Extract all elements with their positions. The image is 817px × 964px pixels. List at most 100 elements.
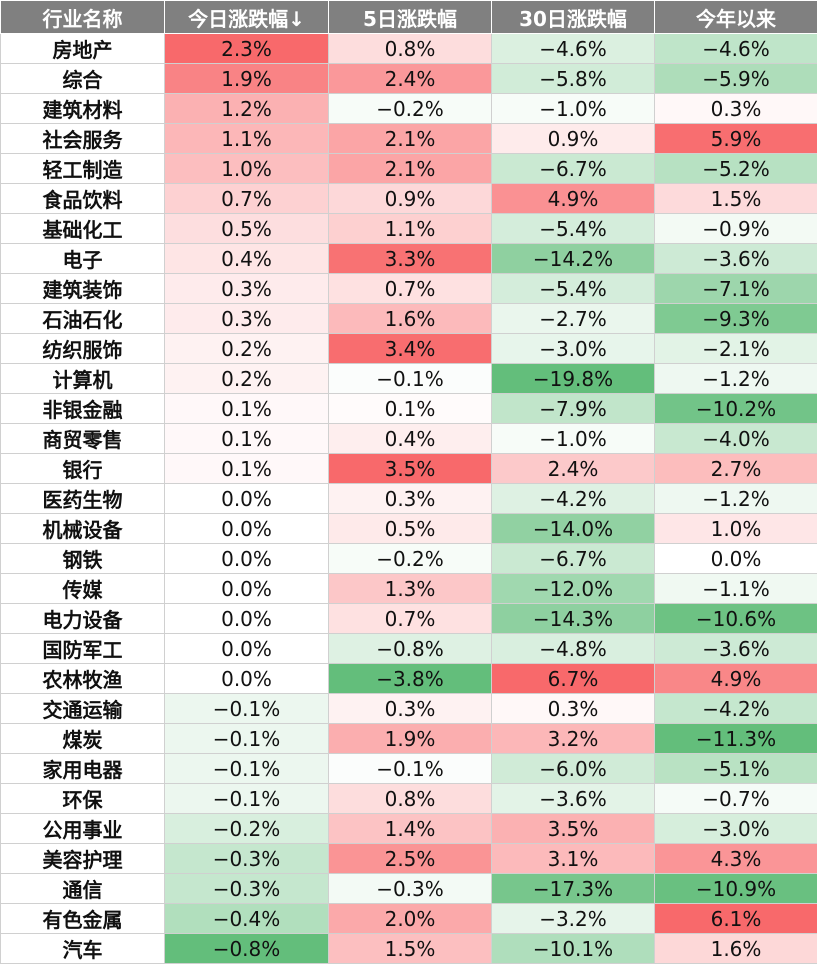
industry-name-cell: 社会服务 bbox=[1, 124, 165, 154]
ytd-change-cell: −7.1% bbox=[655, 274, 817, 304]
30day-change-cell: −3.2% bbox=[492, 904, 655, 934]
industry-name-cell: 非银金融 bbox=[1, 394, 165, 424]
daily-change-cell: −0.1% bbox=[165, 784, 329, 814]
5day-change-cell: −0.3% bbox=[329, 874, 492, 904]
daily-change-cell: 2.3% bbox=[165, 34, 329, 64]
header-5day-change[interactable]: 5日涨跌幅 bbox=[329, 1, 492, 34]
industry-name-cell: 煤炭 bbox=[1, 724, 165, 754]
ytd-change-cell: −4.6% bbox=[655, 34, 817, 64]
daily-change-cell: 0.1% bbox=[165, 454, 329, 484]
industry-name-cell: 机械设备 bbox=[1, 514, 165, 544]
5day-change-cell: 1.4% bbox=[329, 814, 492, 844]
5day-change-cell: −0.8% bbox=[329, 634, 492, 664]
daily-change-cell: 1.2% bbox=[165, 94, 329, 124]
daily-change-cell: 1.1% bbox=[165, 124, 329, 154]
industry-name-cell: 国防军工 bbox=[1, 634, 165, 664]
30day-change-cell: −14.3% bbox=[492, 604, 655, 634]
30day-change-cell: −5.4% bbox=[492, 214, 655, 244]
daily-change-cell: 0.5% bbox=[165, 214, 329, 244]
5day-change-cell: −0.1% bbox=[329, 364, 492, 394]
daily-change-cell: 0.3% bbox=[165, 304, 329, 334]
30day-change-cell: −7.9% bbox=[492, 394, 655, 424]
ytd-change-cell: −3.6% bbox=[655, 244, 817, 274]
ytd-change-cell: 2.7% bbox=[655, 454, 817, 484]
industry-name-cell: 计算机 bbox=[1, 364, 165, 394]
table-row: 通信−0.3%−0.3%−17.3%−10.9% bbox=[1, 874, 817, 904]
30day-change-cell: 3.2% bbox=[492, 724, 655, 754]
30day-change-cell: −4.6% bbox=[492, 34, 655, 64]
ytd-change-cell: −1.2% bbox=[655, 364, 817, 394]
industry-name-cell: 食品饮料 bbox=[1, 184, 165, 214]
table-row: 家用电器−0.1%−0.1%−6.0%−5.1% bbox=[1, 754, 817, 784]
5day-change-cell: 3.5% bbox=[329, 454, 492, 484]
30day-change-cell: −3.6% bbox=[492, 784, 655, 814]
ytd-change-cell: −1.2% bbox=[655, 484, 817, 514]
industry-name-cell: 轻工制造 bbox=[1, 154, 165, 184]
industry-name-cell: 石油石化 bbox=[1, 304, 165, 334]
header-ytd-change[interactable]: 今年以来 bbox=[655, 1, 817, 34]
industry-name-cell: 医药生物 bbox=[1, 484, 165, 514]
daily-change-cell: −0.8% bbox=[165, 934, 329, 964]
ytd-change-cell: 1.0% bbox=[655, 514, 817, 544]
ytd-change-cell: −11.3% bbox=[655, 724, 817, 754]
ytd-change-cell: −1.1% bbox=[655, 574, 817, 604]
30day-change-cell: −6.0% bbox=[492, 754, 655, 784]
table-row: 煤炭−0.1%1.9%3.2%−11.3% bbox=[1, 724, 817, 754]
30day-change-cell: −17.3% bbox=[492, 874, 655, 904]
5day-change-cell: 1.5% bbox=[329, 934, 492, 964]
5day-change-cell: 2.0% bbox=[329, 904, 492, 934]
ytd-change-cell: −10.9% bbox=[655, 874, 817, 904]
daily-change-cell: 0.0% bbox=[165, 484, 329, 514]
daily-change-cell: 0.0% bbox=[165, 634, 329, 664]
table-row: 交通运输−0.1%0.3%0.3%−4.2% bbox=[1, 694, 817, 724]
ytd-change-cell: −3.0% bbox=[655, 814, 817, 844]
5day-change-cell: −0.1% bbox=[329, 754, 492, 784]
30day-change-cell: −10.1% bbox=[492, 934, 655, 964]
5day-change-cell: 2.1% bbox=[329, 154, 492, 184]
5day-change-cell: 3.3% bbox=[329, 244, 492, 274]
daily-change-cell: 0.4% bbox=[165, 244, 329, 274]
ytd-change-cell: −0.9% bbox=[655, 214, 817, 244]
header-30day-change[interactable]: 30日涨跌幅 bbox=[492, 1, 655, 34]
5day-change-cell: −3.8% bbox=[329, 664, 492, 694]
30day-change-cell: −19.8% bbox=[492, 364, 655, 394]
daily-change-cell: −0.1% bbox=[165, 724, 329, 754]
daily-change-cell: −0.2% bbox=[165, 814, 329, 844]
30day-change-cell: 2.4% bbox=[492, 454, 655, 484]
industry-name-cell: 家用电器 bbox=[1, 754, 165, 784]
industry-name-cell: 农林牧渔 bbox=[1, 664, 165, 694]
30day-change-cell: −6.7% bbox=[492, 544, 655, 574]
daily-change-cell: 0.2% bbox=[165, 364, 329, 394]
daily-change-cell: 0.1% bbox=[165, 424, 329, 454]
industry-name-cell: 建筑材料 bbox=[1, 94, 165, 124]
5day-change-cell: 1.1% bbox=[329, 214, 492, 244]
header-daily-change[interactable]: 今日涨跌幅↓ bbox=[165, 1, 329, 34]
ytd-change-cell: 4.3% bbox=[655, 844, 817, 874]
5day-change-cell: 0.7% bbox=[329, 274, 492, 304]
5day-change-cell: 0.4% bbox=[329, 424, 492, 454]
ytd-change-cell: −10.6% bbox=[655, 604, 817, 634]
5day-change-cell: 0.3% bbox=[329, 694, 492, 724]
daily-change-cell: 0.0% bbox=[165, 544, 329, 574]
ytd-change-cell: 4.9% bbox=[655, 664, 817, 694]
daily-change-cell: 1.0% bbox=[165, 154, 329, 184]
header-industry-name[interactable]: 行业名称 bbox=[1, 1, 165, 34]
30day-change-cell: −6.7% bbox=[492, 154, 655, 184]
5day-change-cell: 0.7% bbox=[329, 604, 492, 634]
industry-name-cell: 美容护理 bbox=[1, 844, 165, 874]
industry-name-cell: 传媒 bbox=[1, 574, 165, 604]
